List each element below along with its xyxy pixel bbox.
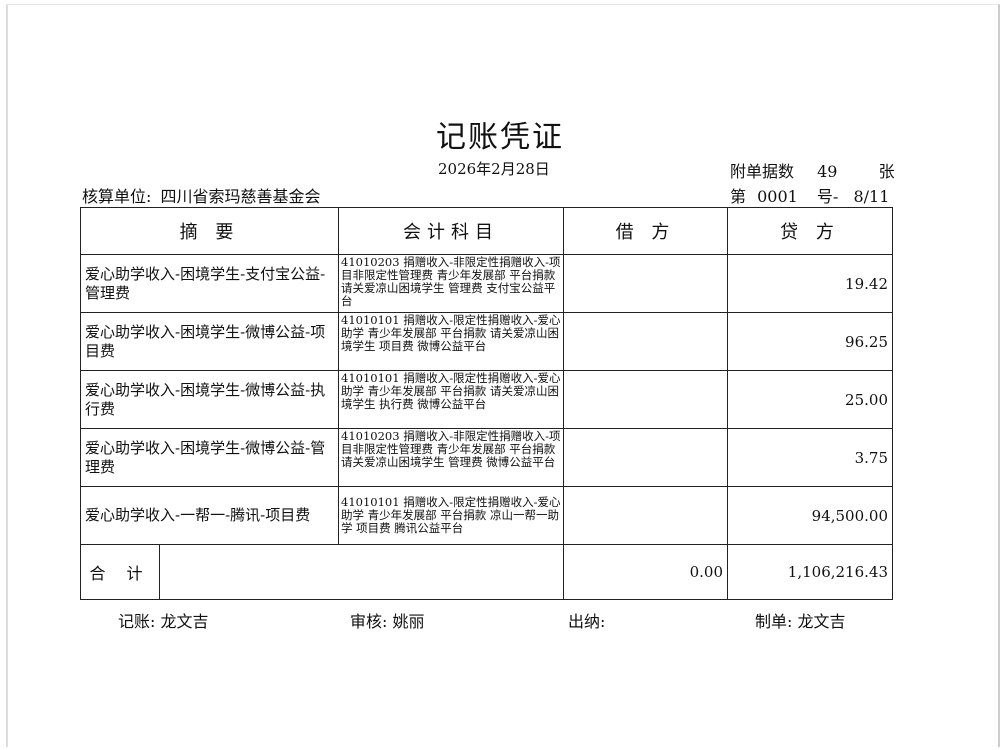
col-summary: 摘 要	[80, 207, 339, 255]
scan-border	[6, 4, 1000, 747]
row-account: 41010101 捐赠收入-限定性捐赠收入-爱心助学 青少年发展部 平台捐款 请…	[338, 370, 564, 429]
row-credit: 94,500.00	[727, 486, 893, 545]
voucher-date: 2026年2月28日	[438, 160, 550, 178]
voucher-suffix: 号-	[816, 187, 839, 206]
signature-reviewer: 审核: 姚丽	[350, 612, 425, 631]
voucher-prefix: 第	[730, 187, 747, 206]
row-credit: 3.75	[727, 428, 893, 487]
signature-preparer: 制单: 龙文吉	[755, 612, 846, 631]
row-summary: 爱心助学收入-困境学生-微博公益-管理费	[80, 428, 339, 487]
table-row: 爱心助学收入-困境学生-微博公益-管理费 41010203 捐赠收入-非限定性捐…	[80, 428, 893, 487]
row-debit	[563, 254, 728, 313]
signature-bookkeeper: 记账: 龙文吉	[118, 612, 209, 631]
row-debit	[563, 428, 728, 487]
row-account: 41010101 捐赠收入-限定性捐赠收入-爱心助学 青少年发展部 平台捐款 请…	[338, 312, 564, 371]
signature-cashier: 出纳:	[568, 612, 606, 631]
total-row: 合 计 0.00 1,106,216.43	[80, 544, 893, 600]
attachments-unit: 张	[878, 162, 895, 181]
row-summary: 爱心助学收入-困境学生-微博公益-执行费	[80, 370, 339, 429]
attachments-count: 附单据数 49 张	[730, 158, 895, 182]
row-summary: 爱心助学收入-困境学生-支付宝公益-管理费	[80, 254, 339, 313]
unit-name: 四川省索玛慈善基金会	[160, 187, 321, 206]
row-debit	[563, 370, 728, 429]
voucher-title: 记账凭证	[436, 120, 564, 155]
table-header: 摘 要 会计科目 借 方 贷 方	[80, 207, 893, 255]
row-account: 41010203 捐赠收入-非限定性捐赠收入-项目非限定性管理费 青少年发展部 …	[338, 254, 564, 313]
row-summary: 爱心助学收入-困境学生-微博公益-项目费	[80, 312, 339, 371]
row-credit: 25.00	[727, 370, 893, 429]
accounting-unit: 核算单位: 四川省索玛慈善基金会	[82, 183, 321, 207]
col-account: 会计科目	[338, 207, 564, 255]
row-summary: 爱心助学收入-一帮一-腾讯-项目费	[80, 486, 339, 545]
attachments-number: 49	[817, 162, 838, 181]
unit-label: 核算单位:	[82, 187, 152, 206]
voucher-no: 0001	[757, 187, 798, 206]
attachments-label: 附单据数	[730, 162, 795, 181]
table-row: 爱心助学收入-困境学生-微博公益-项目费 41010101 捐赠收入-限定性捐赠…	[80, 312, 893, 371]
total-label: 合 计	[81, 545, 160, 599]
table-row: 爱心助学收入-困境学生-支付宝公益-管理费 41010203 捐赠收入-非限定性…	[80, 254, 893, 313]
total-debit: 0.00	[563, 544, 728, 600]
col-debit: 借 方	[563, 207, 728, 255]
table-row: 爱心助学收入-一帮一-腾讯-项目费 41010101 捐赠收入-限定性捐赠收入-…	[80, 486, 893, 545]
col-credit: 贷 方	[727, 207, 893, 255]
table-row: 爱心助学收入-困境学生-微博公益-执行费 41010101 捐赠收入-限定性捐赠…	[80, 370, 893, 429]
row-account: 41010101 捐赠收入-限定性捐赠收入-爱心助学 青少年发展部 平台捐款 凉…	[338, 486, 564, 545]
row-debit	[563, 486, 728, 545]
total-label-cell: 合 计	[80, 544, 564, 600]
total-credit: 1,106,216.43	[727, 544, 893, 600]
voucher-number: 第 0001 号- 8/11	[730, 183, 889, 207]
voucher-page: 8/11	[853, 187, 890, 206]
row-credit: 96.25	[727, 312, 893, 371]
voucher-table: 摘 要 会计科目 借 方 贷 方 爱心助学收入-困境学生-支付宝公益-管理费 4…	[80, 207, 893, 600]
row-account: 41010203 捐赠收入-非限定性捐赠收入-项目非限定性管理费 青少年发展部 …	[338, 428, 564, 487]
row-debit	[563, 312, 728, 371]
row-credit: 19.42	[727, 254, 893, 313]
